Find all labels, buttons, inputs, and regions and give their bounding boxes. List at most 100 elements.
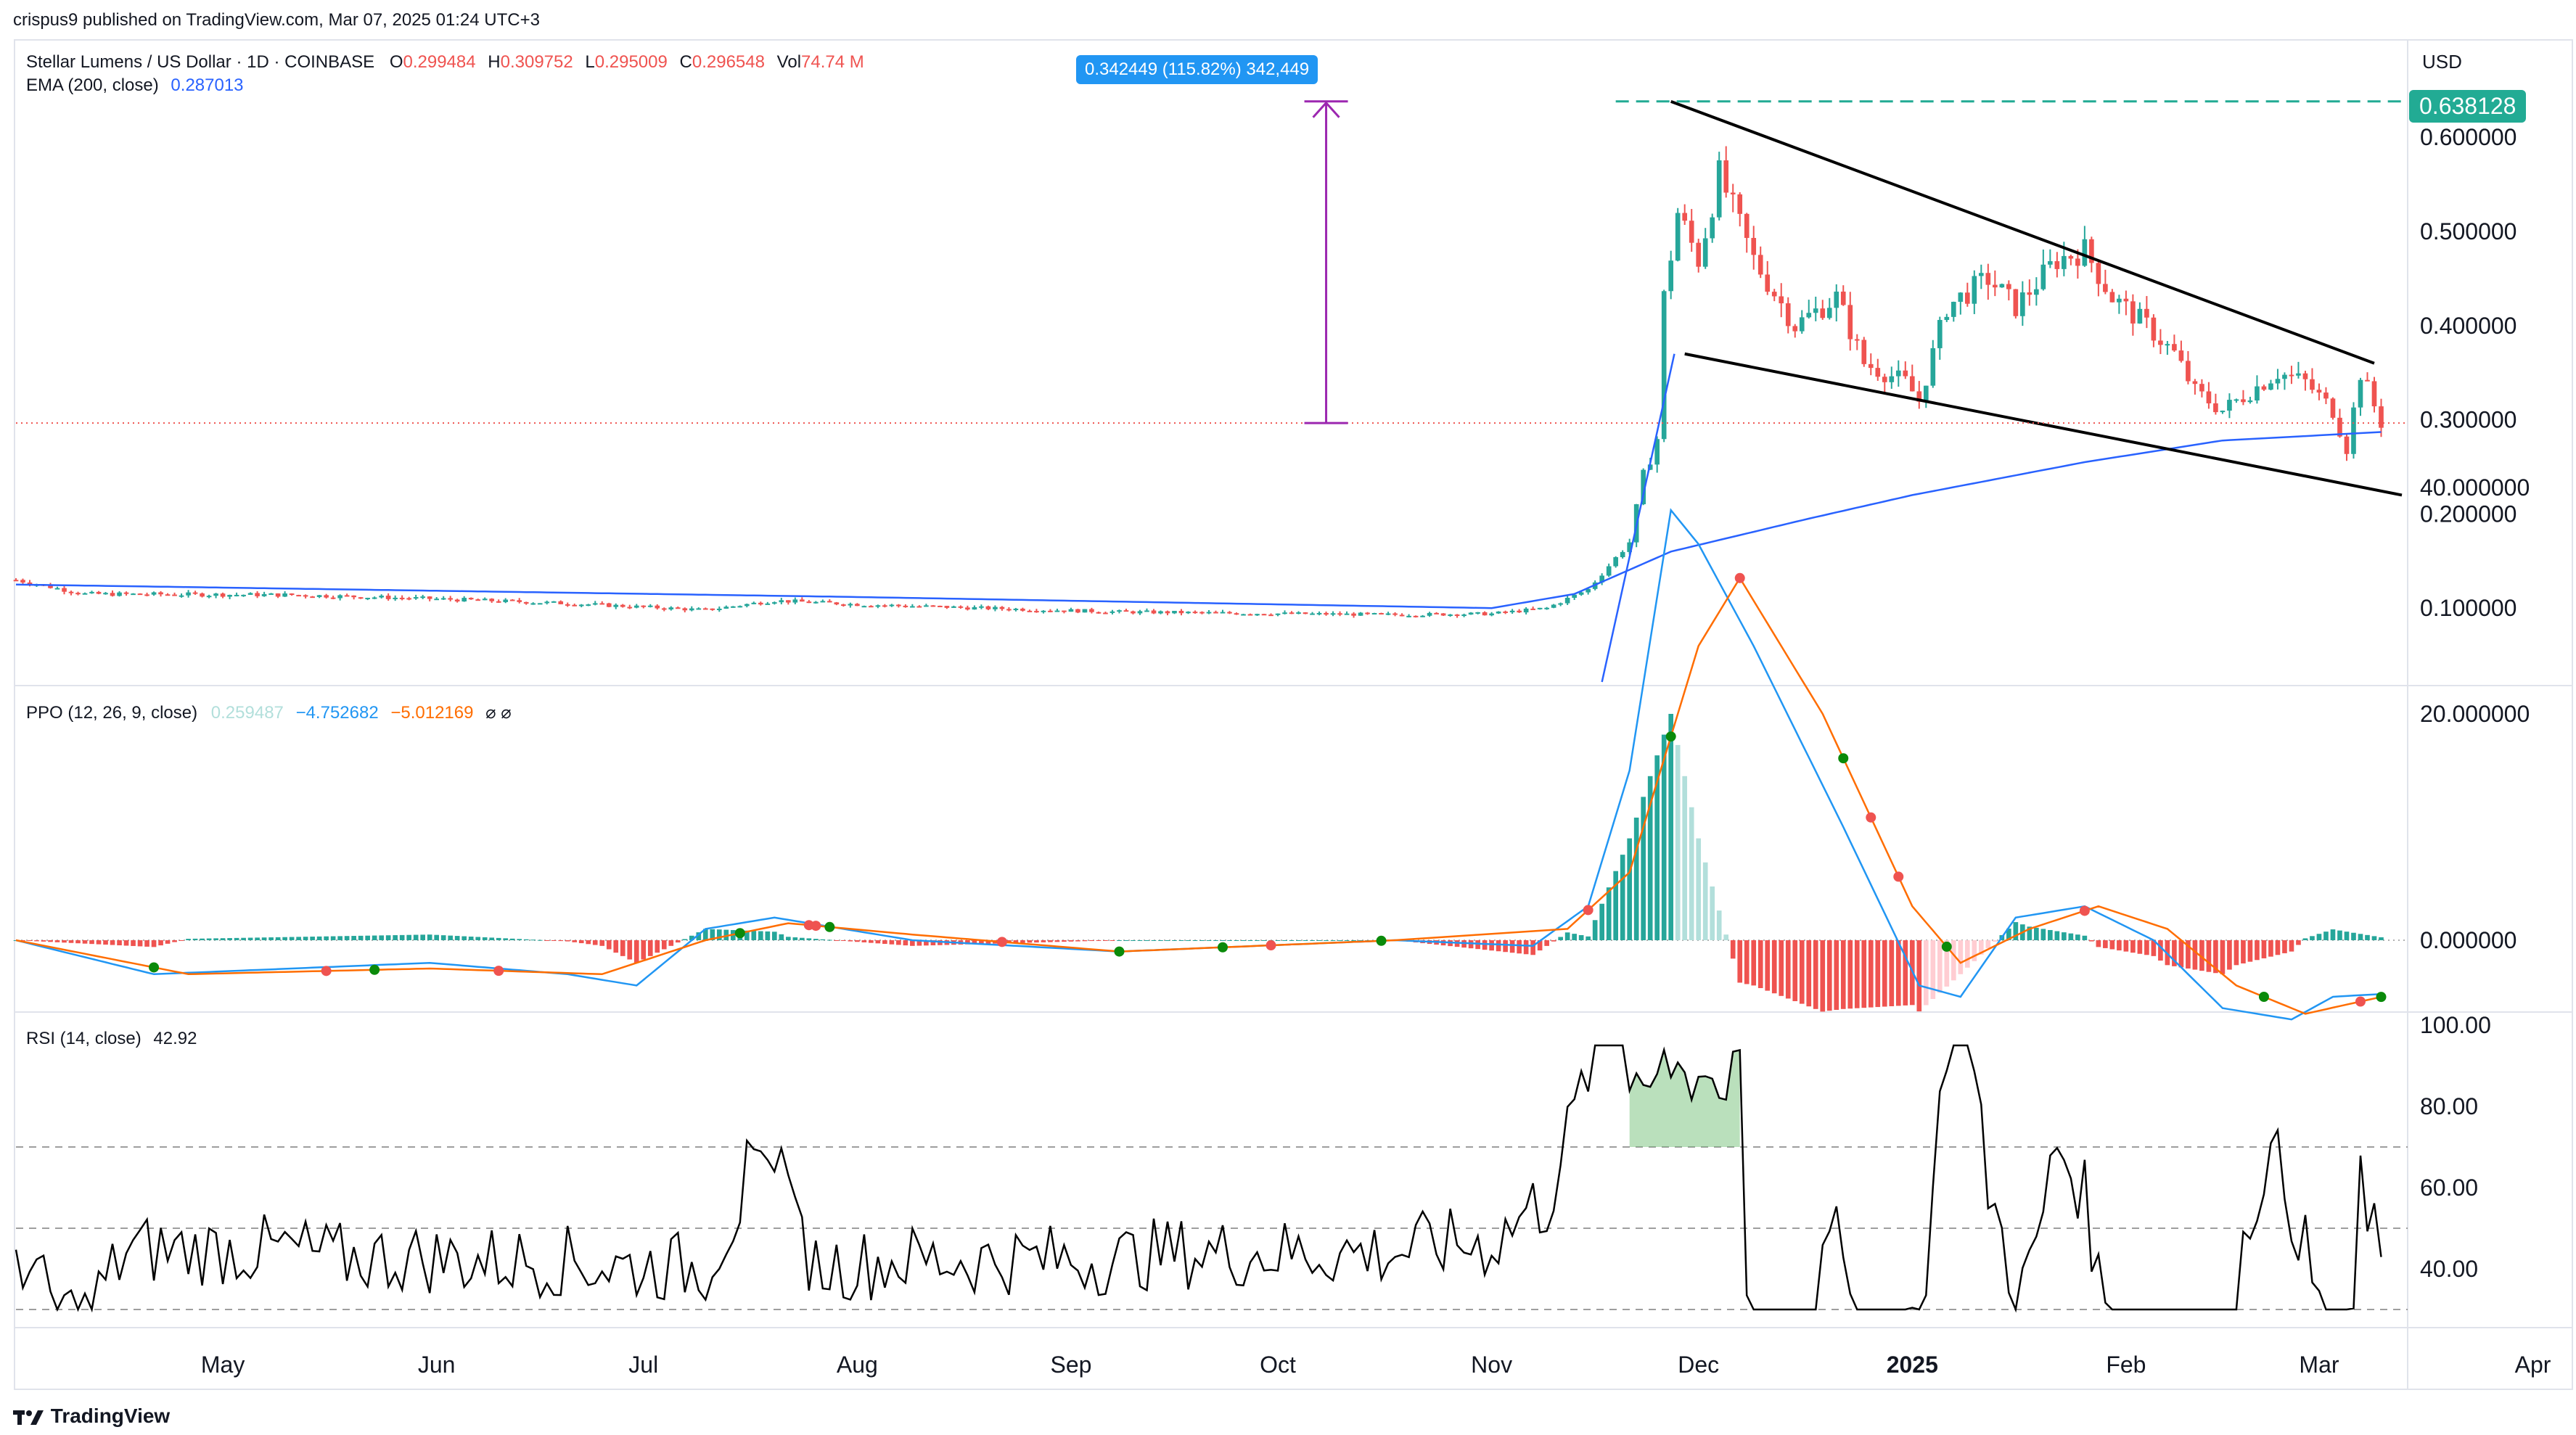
candle-body	[68, 591, 74, 593]
candle-body	[275, 593, 281, 597]
candle-body	[1999, 284, 2005, 288]
ppo-hist-bar	[972, 940, 977, 945]
ppo-hist-bar	[434, 934, 440, 940]
candle-body	[1227, 612, 1232, 614]
ppo-hist-bar	[2296, 940, 2301, 945]
candle-body	[2199, 384, 2204, 392]
candle-body	[1682, 213, 1688, 221]
candle-body	[924, 605, 929, 607]
ppo-hist-bar	[889, 940, 895, 945]
ppo-hist-bar	[2365, 934, 2370, 940]
candle-body	[1006, 609, 1012, 611]
ppo-hist-bar	[716, 929, 722, 940]
candle-body	[2040, 264, 2046, 289]
candle-body	[1385, 613, 1391, 615]
ppo-hist-bar	[1131, 940, 1136, 941]
candle-body	[2310, 379, 2315, 390]
ppo-hist-bar	[2289, 940, 2294, 952]
candle-body	[903, 605, 908, 607]
candle-body	[1371, 612, 1377, 614]
candle-body	[482, 599, 488, 601]
pane-borders	[14, 39, 2573, 1390]
candle-body	[255, 593, 260, 596]
ppo-hist-bar	[1241, 940, 1246, 941]
ppo-legend[interactable]: PPO (12, 26, 9, close) 0.259487 −4.75268…	[26, 702, 512, 723]
candle-body	[2289, 374, 2294, 377]
candle-body	[1454, 614, 1460, 617]
ppo-hist-bar	[599, 940, 605, 946]
ppo-hist-bar	[1572, 934, 1577, 940]
rsi-legend[interactable]: RSI (14, close) 42.92	[26, 1029, 197, 1049]
x-tick-label: Sep	[1050, 1352, 1091, 1378]
candle-body	[1186, 612, 1191, 614]
rsi-pane[interactable]	[15, 1044, 2408, 1313]
rsi-y-tick: 80.00	[2420, 1093, 2478, 1119]
ppo-options-icon[interactable]: ⌀ ⌀	[485, 703, 512, 723]
ppo-hist-bar	[503, 938, 509, 940]
candle-body	[578, 604, 584, 607]
ppo-hist-bar	[1082, 940, 1088, 942]
candle-body	[1951, 302, 1956, 317]
ppo-hist-bar	[1889, 940, 1895, 1006]
candle-body	[1903, 370, 1908, 377]
candle-body	[89, 591, 94, 593]
ppo-hist-bar	[1523, 940, 1529, 955]
ppo-hist-bar	[2013, 922, 2019, 940]
candle-body	[2172, 344, 2177, 351]
ppo-hist-bar	[1792, 940, 1798, 1001]
ppo-hist-bar	[910, 940, 915, 946]
open-label: O	[389, 52, 403, 72]
candle-body	[496, 601, 501, 603]
candle-body	[2268, 383, 2273, 390]
ppo-hist-bar	[1702, 862, 1708, 940]
ppo-hist-bar	[1654, 755, 1660, 940]
symbol-legend[interactable]: Stellar Lumens / US Dollar · 1D · COINBA…	[26, 52, 864, 73]
rsi-y-tick: 100.00	[2420, 1012, 2491, 1038]
candle-body	[1572, 594, 1577, 599]
candle-body	[696, 608, 702, 610]
ppo-hist-bar	[675, 940, 681, 943]
ppo-hist-bar	[530, 939, 536, 941]
ppo-hist-bar	[489, 937, 495, 940]
close-value: 0.296548	[692, 52, 765, 72]
candle-body	[2013, 289, 2019, 316]
ppo-hist-bar	[1923, 940, 1929, 1006]
candle-body	[475, 599, 481, 601]
ppo-hist-bar	[1186, 940, 1191, 941]
ppo-hist-bar	[620, 940, 625, 956]
ppo-hist-bar	[779, 934, 784, 940]
ppo-hist-bar	[1675, 744, 1681, 940]
brand[interactable]: TradingView	[13, 1405, 170, 1428]
ppo-hist-bar	[2379, 937, 2384, 940]
ppo-hist-bar	[144, 940, 149, 947]
ppo-hist-bar	[517, 939, 522, 940]
ppo-hist-bar	[234, 937, 239, 940]
candle-body	[296, 595, 301, 597]
ppo-hist-bar	[813, 939, 819, 940]
ema-legend[interactable]: EMA (200, close) 0.287013	[26, 75, 244, 96]
ppo-hist-bar	[2192, 940, 2198, 970]
candle-body	[1661, 291, 1667, 440]
ema-line	[15, 431, 2382, 609]
candle-body	[1434, 612, 1439, 614]
ppo-cross-dot	[2079, 905, 2090, 916]
candle-body	[1172, 610, 1177, 614]
ppo-hist-bar	[358, 935, 364, 940]
ppo-hist-bar	[771, 932, 777, 940]
ppo-hist-bar	[1227, 940, 1232, 941]
volume-label: Vol	[776, 52, 802, 72]
ppo-hist-bar	[806, 938, 812, 940]
ppo-hist-value: 0.259487	[210, 703, 284, 723]
ppo-hist-bar	[916, 940, 922, 946]
candle-body	[2379, 406, 2384, 428]
candle-body	[399, 597, 405, 599]
candle-body	[1324, 612, 1329, 615]
ppo-hist-bar	[131, 940, 136, 946]
ppo-pane[interactable]	[13, 508, 2408, 1021]
candle-body	[834, 602, 840, 605]
candle-body	[613, 604, 619, 607]
candle-body	[117, 592, 122, 596]
price-pane[interactable]	[13, 100, 2408, 683]
ppo-hist-bar	[1178, 940, 1184, 941]
